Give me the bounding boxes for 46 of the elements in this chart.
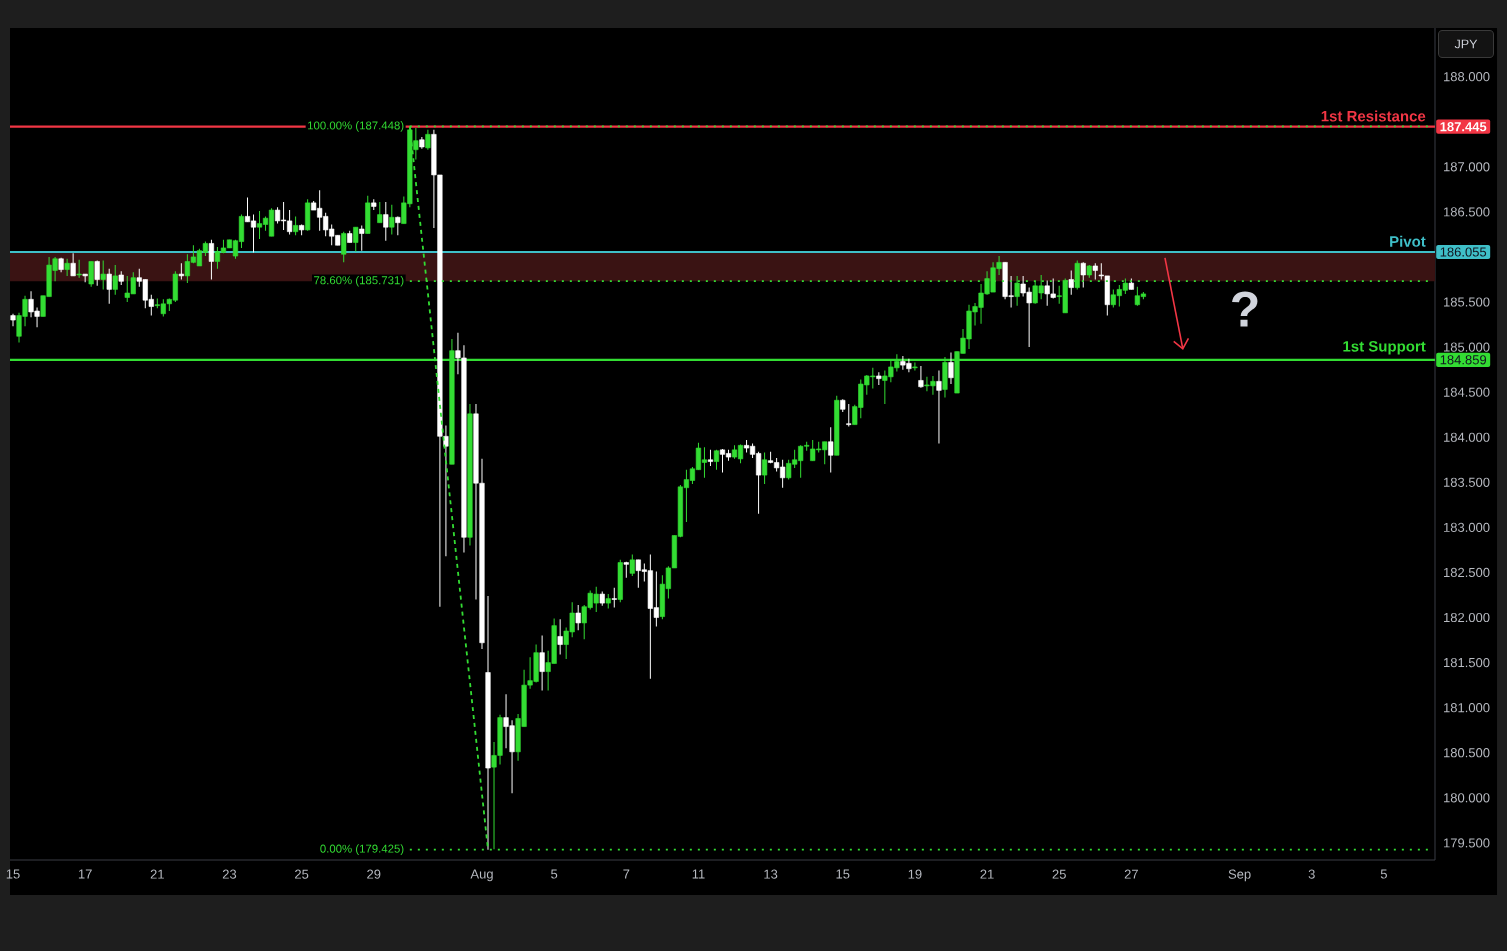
y-tick-label: 183.500 bbox=[1444, 477, 1490, 487]
x-tick-label: 11 bbox=[692, 869, 705, 879]
text: 186.055 bbox=[1440, 247, 1487, 257]
x-tick-label: 21 bbox=[150, 869, 164, 879]
y-tick-label: 181.500 bbox=[1444, 657, 1490, 668]
y-tick-label: 187.000 bbox=[1444, 162, 1490, 172]
x-tick-label: 19 bbox=[908, 869, 922, 879]
y-tick-label: 180.500 bbox=[1444, 748, 1490, 758]
y-tick-label: 179.500 bbox=[1444, 838, 1490, 848]
ref-line-label: Pivot bbox=[1390, 235, 1426, 247]
x-tick-label: 5 bbox=[1380, 869, 1387, 879]
y-axis-title: JPY bbox=[1454, 39, 1478, 49]
y-tick-label: 185.500 bbox=[1444, 297, 1490, 307]
x-tick-label: 15 bbox=[6, 869, 20, 879]
series-label: 100.00% (187.448) bbox=[308, 121, 404, 132]
y-tick-label: 185.000 bbox=[1444, 342, 1490, 352]
x-tick-label: 7 bbox=[623, 869, 630, 879]
y-tick-label: 186.500 bbox=[1444, 207, 1490, 217]
x-tick-label: 23 bbox=[222, 869, 237, 879]
annotation: ? bbox=[1232, 291, 1258, 327]
x-tick-label: 3 bbox=[1308, 869, 1315, 879]
x-tick-label: 25 bbox=[1052, 869, 1066, 879]
ref-line-label: 1st Resistance bbox=[1321, 110, 1426, 122]
x-tick-label: 27 bbox=[1124, 869, 1138, 879]
y-tick-label: 188.000 bbox=[1444, 72, 1490, 82]
ref-line-label: 1st Support bbox=[1343, 341, 1426, 355]
y-tick-label: 182.500 bbox=[1444, 567, 1490, 578]
x-tick-label: 17 bbox=[78, 869, 92, 879]
y-tick-label: 182.000 bbox=[1444, 612, 1490, 623]
x-tick-label: 13 bbox=[764, 869, 778, 879]
x-tick-label: 5 bbox=[551, 869, 558, 879]
x-tick-label: 15 bbox=[836, 869, 850, 879]
y-tick-label: 184.000 bbox=[1444, 432, 1490, 442]
text: 184.859 bbox=[1440, 355, 1487, 365]
y-tick-label: 184.500 bbox=[1444, 387, 1490, 397]
y-tick-label: 181.000 bbox=[1444, 703, 1490, 713]
y-tick-label: 180.000 bbox=[1444, 793, 1490, 803]
x-tick-label: 25 bbox=[295, 869, 309, 879]
y-tick-label: 183.000 bbox=[1444, 522, 1490, 532]
x-tick-label: 29 bbox=[367, 869, 381, 879]
series-label: 78.60% (185.731) bbox=[314, 275, 404, 287]
x-tick-label: Aug bbox=[470, 869, 493, 882]
series-label: 0.00% (179.425) bbox=[320, 844, 404, 855]
x-tick-label: 21 bbox=[980, 869, 994, 879]
text: 187.445 bbox=[1440, 122, 1487, 132]
x-tick-label: Sep bbox=[1228, 869, 1251, 882]
